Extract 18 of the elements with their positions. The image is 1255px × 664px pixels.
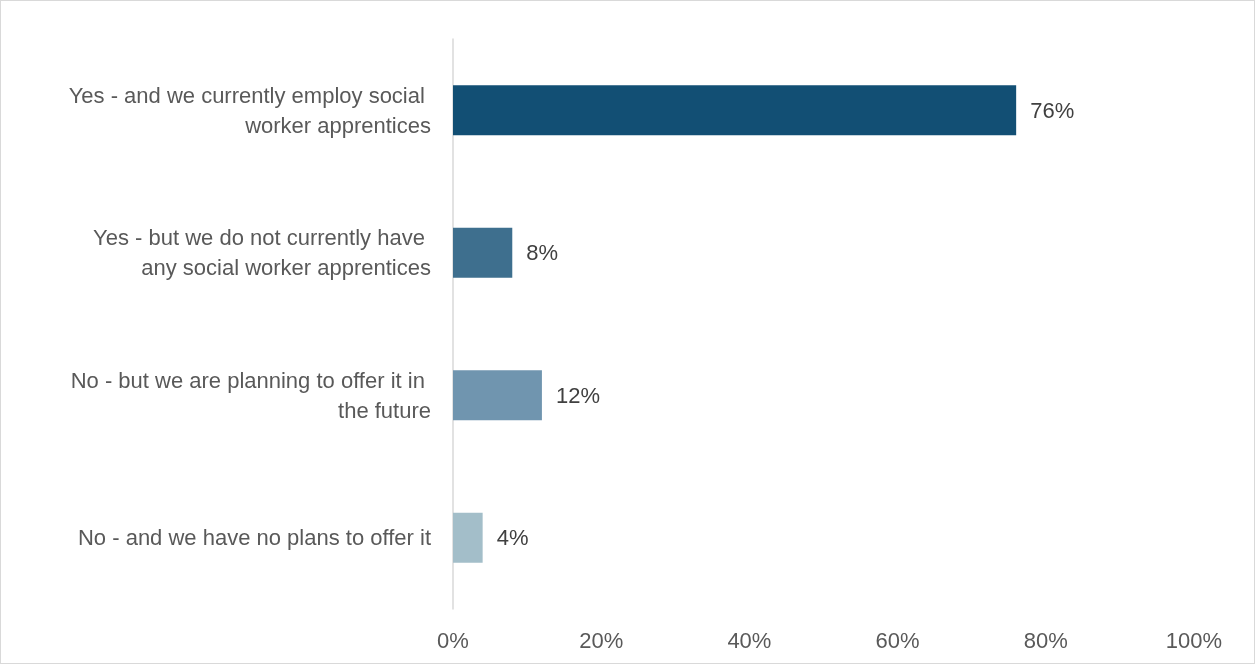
x-tick-label: 0% bbox=[437, 627, 469, 653]
data-label: 12% bbox=[555, 382, 600, 408]
data-label: 4% bbox=[496, 525, 529, 551]
x-tick-label: 100% bbox=[1165, 627, 1223, 653]
y-tick-label: Yes - but we do not currently have any social worker apprentices bbox=[93, 225, 431, 281]
x-tick-label: 40% bbox=[727, 627, 772, 653]
bar bbox=[453, 370, 542, 421]
x-tick-label: 20% bbox=[579, 627, 624, 653]
x-tick-label: 60% bbox=[875, 627, 920, 653]
x-tick-label: 80% bbox=[1023, 627, 1068, 653]
y-tick-label: Yes - and we currently employ social worker apprentices bbox=[68, 82, 431, 138]
y-tick-label: No - and we have no plans to offer it bbox=[77, 525, 431, 551]
bar bbox=[453, 227, 513, 278]
bar bbox=[453, 85, 1017, 136]
data-label: 8% bbox=[526, 240, 559, 266]
y-tick-label: No - but we are planning to offer it in the future bbox=[70, 367, 431, 423]
data-label: 76% bbox=[1030, 97, 1075, 123]
bar bbox=[453, 512, 483, 563]
